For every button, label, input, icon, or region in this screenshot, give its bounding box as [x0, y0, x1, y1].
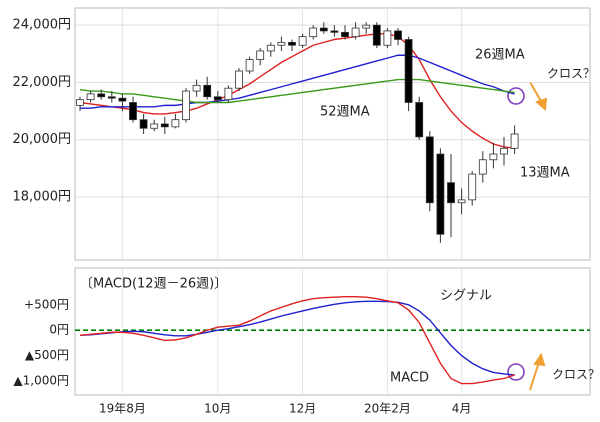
candle-body	[330, 30, 339, 33]
candle-body	[489, 153, 498, 161]
x-tick-label: 20年2月	[364, 402, 411, 416]
candle-body	[266, 44, 275, 52]
candle-body	[203, 84, 212, 98]
candle-body	[415, 102, 424, 138]
candle-body	[468, 173, 477, 201]
candle-body	[298, 36, 307, 46]
cross-circle	[507, 87, 525, 105]
candle-body	[171, 119, 180, 128]
candle-body	[182, 90, 190, 121]
candle-body	[277, 41, 286, 46]
candle-body	[404, 39, 413, 103]
line-label: 13週MA	[520, 166, 570, 181]
price-panel	[74, 7, 591, 261]
candle-body	[245, 59, 254, 72]
y-tick-label: +500円	[24, 297, 69, 311]
candle-body	[341, 31, 349, 38]
y-tick-label: ▲1,000円	[13, 374, 69, 388]
candle-body	[394, 30, 402, 40]
candle-body	[129, 102, 137, 121]
candle-body	[309, 27, 318, 38]
y-tick-label: 0円	[49, 323, 69, 337]
candle-body	[425, 136, 434, 204]
y-tick-label: 22,000円	[13, 75, 72, 90]
candle-body	[500, 147, 508, 155]
ma-line	[79, 78, 515, 104]
candle-body	[139, 119, 148, 129]
candle-body	[150, 123, 159, 129]
ma-line	[80, 54, 515, 109]
candle-body	[436, 153, 445, 235]
x-tick-label: 12月	[289, 402, 316, 416]
candle-body	[97, 93, 106, 98]
candle-body	[192, 84, 201, 92]
candle-body	[107, 96, 116, 99]
x-tick-label: 10月	[204, 402, 231, 416]
annotation: クロス？	[547, 67, 595, 81]
cross-circle	[507, 363, 525, 381]
series-label: MACD	[390, 371, 429, 386]
candle-body	[76, 99, 84, 106]
y-tick-label: ▲500円	[25, 348, 69, 362]
ma-line	[79, 33, 515, 150]
candle-body	[118, 97, 127, 102]
candle-body	[362, 24, 371, 29]
y-tick-label: 20,000円	[13, 132, 72, 147]
series-label: シグナル	[440, 289, 492, 304]
x-tick-label: 4月	[452, 402, 472, 416]
candle-body	[288, 41, 296, 46]
x-tick-label: 19年8月	[99, 402, 146, 416]
candle-body	[510, 133, 519, 149]
candle-body	[351, 27, 360, 38]
candle-body	[224, 87, 233, 101]
line-label: 26週MA	[475, 48, 525, 63]
candle-body	[256, 50, 265, 60]
candle-body	[478, 159, 487, 175]
candle-body	[235, 70, 243, 89]
panel-title: 〔MACD(12週－26週)〕	[80, 277, 227, 292]
y-tick-label: 24,000円	[13, 18, 72, 33]
candle-body	[319, 27, 328, 32]
series-line	[79, 300, 515, 376]
candle-body	[86, 93, 95, 101]
candle-body	[457, 199, 466, 204]
series-line	[79, 296, 515, 385]
line-label: 52週MA	[320, 105, 370, 120]
annotation: クロス？	[552, 368, 600, 382]
candle-body	[383, 30, 392, 46]
candle-body	[213, 96, 222, 101]
candle-body	[447, 182, 455, 204]
candle-body	[160, 123, 169, 128]
arrows	[529, 81, 548, 391]
candle-body	[372, 24, 381, 46]
y-tick-label: 18,000円	[13, 190, 72, 205]
